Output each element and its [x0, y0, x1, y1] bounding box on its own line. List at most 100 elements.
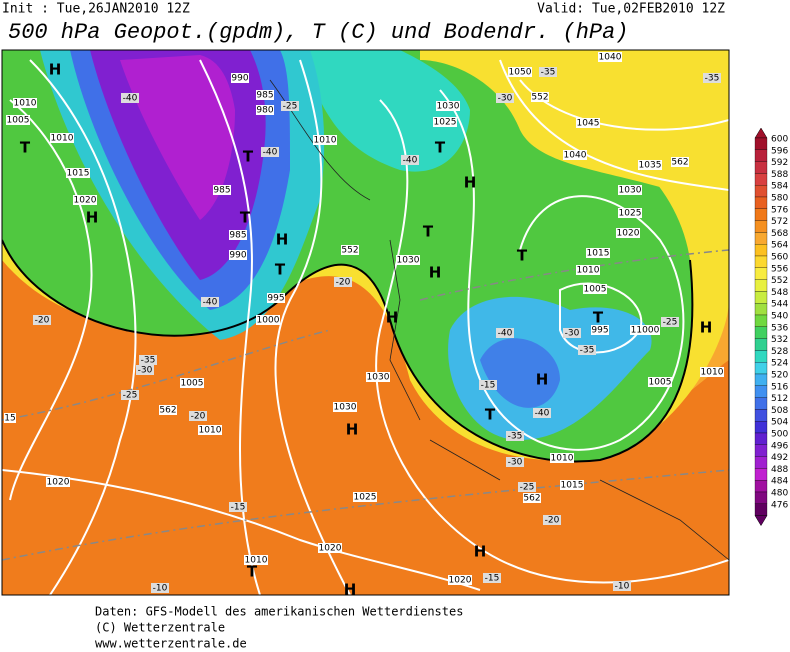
- contour-label: 1010: [314, 136, 337, 146]
- contour-label: 1030: [437, 102, 460, 112]
- contour-label: 985: [213, 186, 230, 196]
- colorbar-swatch: [754, 244, 768, 257]
- colorbar-swatch: [754, 385, 768, 398]
- pressure-center: H: [464, 174, 477, 192]
- label-box: [229, 250, 247, 260]
- colorbar-label: 580: [771, 194, 788, 204]
- colorbar-swatch: [754, 409, 768, 422]
- colorbar-swatch: [754, 196, 768, 209]
- colorbar-label: 528: [771, 347, 788, 357]
- colorbar-label: 596: [771, 146, 788, 156]
- contour-label: 1030: [397, 256, 420, 266]
- colorbar-label: 536: [771, 323, 788, 333]
- contour-label: -35: [705, 74, 720, 84]
- colorbar-swatch: [754, 480, 768, 493]
- label-box: [281, 101, 299, 111]
- label-box: [231, 73, 249, 83]
- contour-label: -20: [35, 316, 50, 326]
- contour-label: 1010: [14, 99, 37, 109]
- label-box: [244, 555, 268, 565]
- contour-label: 1025: [434, 118, 457, 128]
- contour-label: 1025: [354, 493, 377, 503]
- label-box: [543, 515, 561, 525]
- contour-label: -20: [545, 516, 560, 526]
- label-box: [256, 105, 274, 115]
- label-box: [396, 255, 420, 265]
- colorbar-swatch: [754, 208, 768, 221]
- label-box: [229, 502, 247, 512]
- label-box: [73, 195, 97, 205]
- label-box: [50, 133, 74, 143]
- contour-label: 1025: [619, 209, 642, 219]
- contour-label: 552: [531, 93, 548, 103]
- label-box: [661, 317, 679, 327]
- label-box: [6, 115, 30, 125]
- contour-label: -25: [520, 483, 535, 493]
- contour-label: -40: [535, 409, 550, 419]
- contour-label: 1015: [587, 249, 610, 259]
- colorbar-label: 476: [771, 500, 788, 510]
- colorbar-swatch: [754, 255, 768, 268]
- label-box: [4, 413, 16, 423]
- colorbar-swatch: [754, 397, 768, 410]
- contour-label: -40: [263, 148, 278, 158]
- pressure-center: H: [474, 543, 487, 561]
- label-box: [591, 325, 609, 335]
- pressure-center: H: [386, 309, 399, 327]
- colorbar-label: 488: [771, 465, 788, 475]
- contour-label: 1000: [257, 316, 280, 326]
- label-box: [341, 245, 359, 255]
- colorbar-swatch: [754, 456, 768, 469]
- colorbar-label: 564: [771, 241, 788, 251]
- label-box: [121, 390, 139, 400]
- colorbar-label: 532: [771, 335, 788, 345]
- colorbar-swatch: [754, 232, 768, 245]
- label-box: [508, 67, 532, 77]
- label-box: [261, 147, 279, 157]
- contour-label: -30: [498, 94, 513, 104]
- pressure-center: T: [517, 247, 528, 265]
- label-box: [563, 150, 587, 160]
- colorbar-swatch: [754, 444, 768, 457]
- colorbar-swatch: [754, 149, 768, 162]
- colorbar-swatch: [754, 185, 768, 198]
- colorbar-label: 520: [771, 371, 788, 381]
- contour-label: 562: [523, 494, 540, 504]
- label-box: [483, 573, 501, 583]
- pressure-center: H: [700, 319, 713, 337]
- label-box: [671, 157, 689, 167]
- colorbar-swatch: [754, 373, 768, 386]
- colorbar-swatch: [754, 267, 768, 280]
- contour-label: 1005: [649, 378, 672, 388]
- label-box: [496, 328, 514, 338]
- footer-line: Daten: GFS-Modell des amerikanischen Wet…: [95, 605, 463, 619]
- colorbar-swatch: [754, 350, 768, 363]
- label-box: [66, 168, 90, 178]
- colorbar-label: 568: [771, 229, 788, 239]
- label-box: [318, 543, 342, 553]
- contour-label: -15: [231, 503, 246, 513]
- colorbar-label: 592: [771, 158, 788, 168]
- label-box: [267, 293, 285, 303]
- colorbar-label: 512: [771, 394, 788, 404]
- label-box: [366, 372, 390, 382]
- colorbar-label: 524: [771, 359, 788, 369]
- label-box: [180, 378, 204, 388]
- colorbar-label: 560: [771, 253, 788, 263]
- label-box: [256, 315, 280, 325]
- label-box: [313, 135, 337, 145]
- contour-label: 980: [256, 106, 273, 116]
- contour-label: 1010: [199, 426, 222, 436]
- pressure-center: H: [346, 421, 359, 439]
- colorbar-label: 516: [771, 382, 788, 392]
- colorbar-swatch: [754, 291, 768, 304]
- pressure-center: H: [429, 264, 442, 282]
- contour-label: 1010: [701, 368, 724, 378]
- pressure-center: T: [20, 139, 31, 157]
- contour-label: 1045: [577, 119, 600, 129]
- contour-label: 1020: [74, 196, 97, 206]
- label-box: [256, 90, 274, 100]
- label-box: [13, 98, 37, 108]
- contour-label: -15: [485, 574, 500, 584]
- colorbar-label: 556: [771, 264, 788, 274]
